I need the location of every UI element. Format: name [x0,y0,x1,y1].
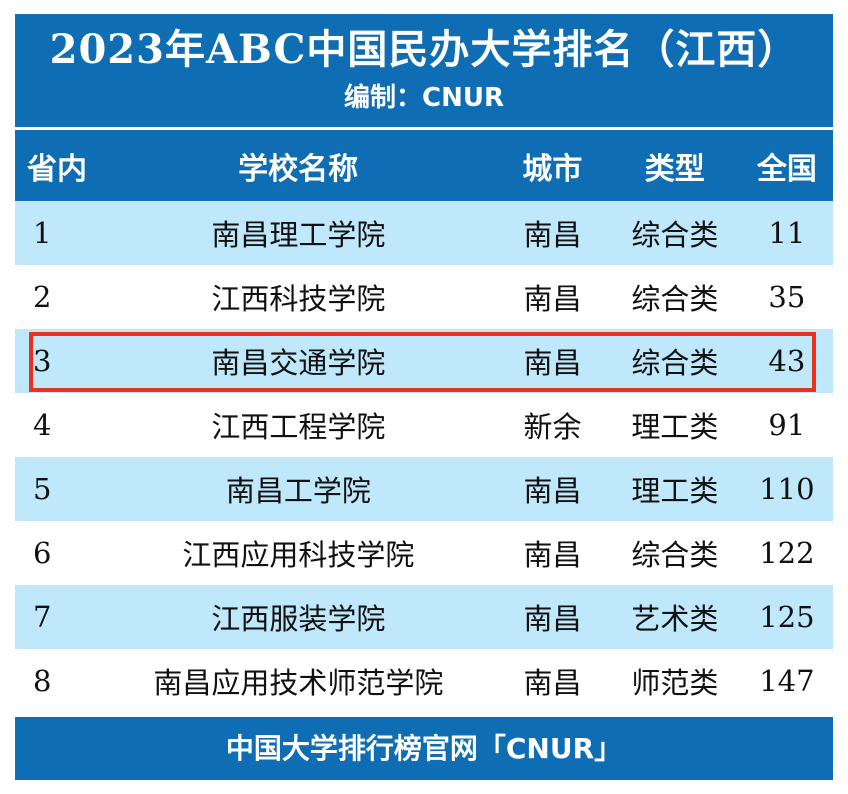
cell-national-rank: 43 [768,344,806,378]
cell-city: 南昌 [523,602,582,636]
cell-type: 理工类 [631,474,719,508]
cell-national-rank: 91 [768,408,806,442]
cell-school-name: 南昌交通学院 [211,346,386,380]
table-row: 4 江西工程学院 新余 理工类 91 [15,393,833,457]
cell-national-rank: 125 [759,600,815,634]
cell-school-name: 南昌理工学院 [211,218,386,252]
cell-rank: 8 [33,664,52,698]
ranking-table: 2023年ABC中国民办大学排名（江西） 编制：CNUR 省内 学校名称 城市 … [15,14,833,780]
table-row: 8 南昌应用技术师范学院 南昌 师范类 147 [15,649,833,713]
cell-school-name: 南昌工学院 [225,474,371,508]
cell-rank: 1 [33,216,52,250]
table-row: 2 江西科技学院 南昌 综合类 35 [15,265,833,329]
cell-rank: 6 [33,536,52,570]
cell-rank: 4 [33,408,52,442]
column-header-city: 城市 [522,151,583,187]
cell-school-name: 江西工程学院 [211,410,386,444]
cell-national-rank: 147 [759,664,815,698]
cell-city: 南昌 [523,666,582,700]
cell-rank: 3 [33,344,52,378]
cell-national-rank: 122 [759,536,815,570]
table-row: 7 江西服装学院 南昌 艺术类 125 [15,585,833,649]
cell-national-rank: 11 [768,216,806,250]
page-title: 2023年ABC中国民办大学排名（江西） [49,26,799,73]
cell-school-name: 江西应用科技学院 [182,538,415,572]
cell-school-name: 江西服装学院 [211,602,386,636]
cell-rank: 2 [33,280,52,314]
cell-national-rank: 35 [768,280,806,314]
table-row: 1 南昌理工学院 南昌 综合类 11 [15,201,833,265]
cell-city: 南昌 [523,282,582,316]
cell-type: 综合类 [631,538,719,572]
cell-rank: 7 [33,600,52,634]
table-row: 5 南昌工学院 南昌 理工类 110 [15,457,833,521]
cell-city: 南昌 [523,538,582,572]
cell-type: 师范类 [631,666,719,700]
cell-type: 艺术类 [631,602,719,636]
cell-city: 南昌 [523,218,582,252]
cell-rank: 5 [33,472,52,506]
page-subtitle: 编制：CNUR [344,83,504,113]
cell-type: 综合类 [631,218,719,252]
cell-type: 理工类 [631,410,719,444]
column-header-province-rank: 省内 [27,151,87,187]
cell-school-name: 江西科技学院 [211,282,386,316]
cell-type: 综合类 [631,282,719,316]
table-row-highlighted: 3 南昌交通学院 南昌 综合类 43 [15,329,833,393]
footer-banner: 中国大学排行榜官网「CNUR」 [15,717,833,780]
table-header: 省内 学校名称 城市 类型 全国 [15,130,833,201]
cell-school-name: 南昌应用技术师范学院 [153,666,444,700]
cell-city: 南昌 [523,346,582,380]
cell-type: 综合类 [631,346,719,380]
cell-national-rank: 110 [759,472,815,506]
column-header-school-name: 学校名称 [238,151,359,187]
column-header-type: 类型 [644,151,705,187]
title-block: 2023年ABC中国民办大学排名（江西） 编制：CNUR [15,14,833,130]
cell-city: 新余 [523,410,582,444]
table-row: 6 江西应用科技学院 南昌 综合类 122 [15,521,833,585]
cell-city: 南昌 [523,474,582,508]
column-header-national-rank: 全国 [756,151,817,187]
